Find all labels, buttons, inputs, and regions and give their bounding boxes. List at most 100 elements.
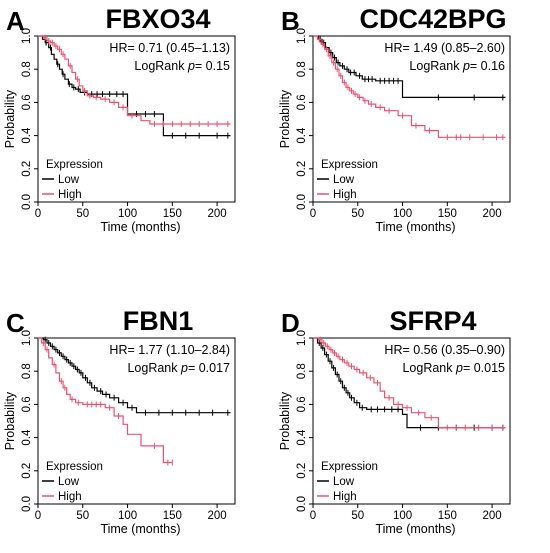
y-tick-label: 0.2 bbox=[21, 161, 33, 177]
y-axis-label: Probability bbox=[3, 89, 17, 148]
y-tick-label: 0.8 bbox=[296, 363, 308, 379]
hazard-ratio: HR= 0.56 (0.35–0.90) bbox=[384, 343, 505, 357]
panel-letter: C bbox=[6, 308, 25, 338]
y-tick-label: 1.0 bbox=[21, 28, 33, 44]
y-tick-label: 0.2 bbox=[296, 161, 308, 177]
x-tick-label: 100 bbox=[393, 208, 412, 220]
y-tick-label: 0.8 bbox=[296, 61, 308, 77]
legend-label-high: High bbox=[58, 491, 82, 503]
legend-title: Expression bbox=[321, 461, 378, 473]
logrank-value: = 0.15 bbox=[195, 59, 230, 73]
y-tick-label: 0.6 bbox=[21, 94, 33, 110]
y-tick-label: 0.6 bbox=[296, 396, 308, 412]
y-tick-label: 0.6 bbox=[296, 94, 308, 110]
panel-letter: D bbox=[281, 308, 300, 338]
x-tick-label: 100 bbox=[118, 510, 137, 522]
y-tick-label: 0.4 bbox=[21, 429, 33, 446]
survival-curve-high bbox=[38, 337, 173, 464]
logrank-value: = 0.015 bbox=[463, 361, 505, 375]
x-tick-label: 50 bbox=[76, 510, 89, 522]
logrank-p: LogRank p= 0.017 bbox=[127, 361, 230, 375]
y-tick-label: 0.4 bbox=[296, 127, 308, 144]
x-tick-label: 50 bbox=[76, 208, 89, 220]
plot-frame bbox=[37, 35, 236, 203]
x-tick-label: 0 bbox=[35, 208, 41, 220]
panel-letter: B bbox=[281, 6, 300, 36]
logrank-value: = 0.16 bbox=[470, 59, 505, 73]
y-tick-label: 1.0 bbox=[296, 330, 308, 346]
x-axis-label: Time (months) bbox=[375, 220, 455, 234]
plot-frame bbox=[312, 337, 511, 505]
logrank-p-symbol: p bbox=[187, 59, 195, 73]
x-tick-label: 50 bbox=[351, 208, 364, 220]
y-tick-label: 0.4 bbox=[21, 127, 33, 144]
x-axis-label: Time (months) bbox=[100, 522, 180, 536]
y-axis-label: Probability bbox=[278, 89, 292, 148]
x-tick-label: 0 bbox=[35, 510, 41, 522]
legend-label-low: Low bbox=[58, 174, 80, 186]
km-panel-c: C FBN1 0.0 0.2 0.4 0.6 0.8 1.0 0 50 100 150 200 Time … bbox=[3, 306, 236, 536]
gene-title: SFRP4 bbox=[389, 306, 476, 336]
y-tick-label: 0.8 bbox=[21, 363, 33, 379]
km-panel-a: A FBXO34 0.0 0.2 0.4 0.6 0.8 1.0 0 50 100 150 200 Tim… bbox=[3, 4, 236, 234]
legend-label-low: Low bbox=[333, 476, 355, 488]
legend-label-high: High bbox=[333, 189, 357, 201]
logrank-p: LogRank p= 0.15 bbox=[134, 59, 230, 73]
gene-title: FBXO34 bbox=[105, 4, 210, 34]
gene-title: CDC42BPG bbox=[359, 4, 506, 34]
logrank-p: LogRank p= 0.015 bbox=[402, 361, 505, 375]
legend-title: Expression bbox=[321, 159, 378, 171]
y-tick-label: 1.0 bbox=[296, 28, 308, 44]
y-tick-label: 0.4 bbox=[296, 429, 308, 446]
x-tick-label: 200 bbox=[207, 510, 226, 522]
x-tick-label: 100 bbox=[393, 510, 412, 522]
series-high bbox=[38, 34, 231, 127]
panel-letter: A bbox=[6, 6, 25, 36]
x-tick-label: 150 bbox=[438, 510, 457, 522]
x-axis-label: Time (months) bbox=[100, 220, 180, 234]
logrank-p: LogRank p= 0.16 bbox=[409, 59, 505, 73]
logrank-prefix: LogRank bbox=[409, 59, 463, 73]
y-tick-label: 0.0 bbox=[21, 496, 33, 512]
survival-curve-low bbox=[313, 337, 506, 429]
legend-label-low: Low bbox=[333, 174, 355, 186]
legend-title: Expression bbox=[46, 159, 103, 171]
series-high bbox=[313, 35, 506, 141]
x-tick-label: 0 bbox=[310, 208, 316, 220]
legend-title: Expression bbox=[46, 461, 103, 473]
y-axis-label: Probability bbox=[3, 391, 17, 450]
logrank-prefix: LogRank bbox=[134, 59, 188, 73]
series-low bbox=[313, 35, 506, 101]
x-tick-label: 150 bbox=[438, 208, 457, 220]
y-tick-label: 0.0 bbox=[296, 496, 308, 512]
legend-label-high: High bbox=[58, 189, 82, 201]
logrank-value: = 0.017 bbox=[188, 361, 230, 375]
y-tick-label: 1.0 bbox=[21, 330, 33, 346]
y-tick-label: 0.6 bbox=[21, 396, 33, 412]
x-tick-label: 200 bbox=[482, 510, 501, 522]
x-tick-label: 200 bbox=[207, 208, 226, 220]
x-tick-label: 150 bbox=[163, 510, 182, 522]
y-tick-label: 0.0 bbox=[296, 194, 308, 210]
legend-label-high: High bbox=[333, 491, 357, 503]
hazard-ratio: HR= 1.77 (1.10–2.84) bbox=[109, 343, 230, 357]
km-panel-d: D SFRP4 0.0 0.2 0.4 0.6 0.8 1.0 0 50 100 150 200 Time… bbox=[278, 306, 511, 536]
logrank-prefix: LogRank bbox=[127, 361, 181, 375]
logrank-p-symbol: p bbox=[455, 361, 463, 375]
x-axis-label: Time (months) bbox=[375, 522, 455, 536]
plot-frame bbox=[37, 337, 236, 505]
series-high bbox=[313, 336, 506, 431]
y-tick-label: 0.8 bbox=[21, 61, 33, 77]
x-tick-label: 50 bbox=[351, 510, 364, 522]
y-tick-label: 0.2 bbox=[296, 463, 308, 479]
legend-label-low: Low bbox=[58, 476, 80, 488]
x-tick-label: 0 bbox=[310, 510, 316, 522]
y-tick-label: 0.2 bbox=[21, 463, 33, 479]
x-tick-label: 200 bbox=[482, 208, 501, 220]
series-low bbox=[38, 336, 231, 416]
x-tick-label: 100 bbox=[118, 208, 137, 220]
km-panel-b: B CDC42BPG 0.0 0.2 0.4 0.6 0.8 1.0 0 50 100 150 200 T… bbox=[278, 4, 511, 234]
series-high bbox=[38, 337, 173, 466]
y-tick-label: 0.0 bbox=[21, 194, 33, 210]
